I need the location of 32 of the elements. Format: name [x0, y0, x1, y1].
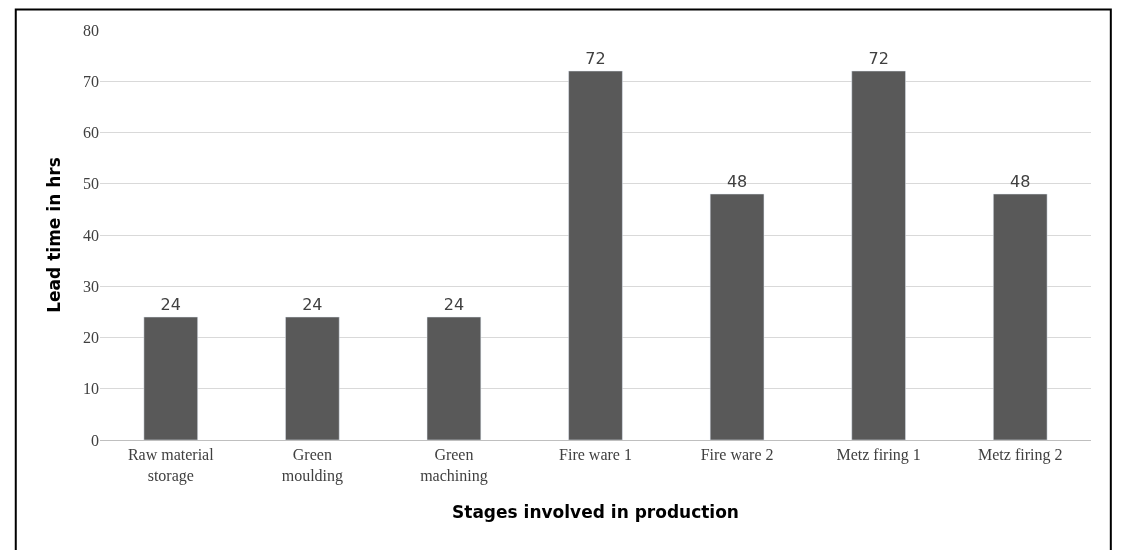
y-tick-label: 60	[83, 124, 99, 142]
y-tick-label: 30	[83, 277, 99, 295]
data-label: 72	[585, 49, 606, 68]
y-tick-label: 10	[83, 380, 99, 398]
data-label: 24	[302, 295, 323, 314]
x-tick-label: Raw material storage	[127, 446, 215, 485]
bar	[426, 316, 482, 440]
x-tick-label: Fire ware 1	[559, 446, 632, 464]
bar	[993, 193, 1048, 440]
bar	[709, 193, 765, 440]
y-tick-label: 0	[91, 431, 99, 449]
y-axis-title: Lead time in hrs	[43, 157, 64, 313]
bar	[143, 316, 198, 440]
data-label: 48	[726, 172, 748, 191]
bar	[285, 316, 340, 440]
x-tick-label: Green moulding	[281, 446, 344, 485]
x-tick-label: Metz firing 2	[978, 446, 1063, 465]
x-tick-label: Fire ware 2	[700, 446, 774, 464]
y-tick-label: 40	[83, 226, 99, 244]
y-tick-label: 50	[83, 175, 99, 193]
data-label: 24	[443, 295, 465, 314]
x-axis-title: Stages involved in production	[452, 502, 739, 523]
data-label: 72	[868, 49, 889, 68]
data-label: 24	[160, 295, 181, 314]
data-label: 48	[1010, 172, 1031, 191]
y-tick-label: 80	[83, 21, 99, 39]
y-tick-label: 20	[83, 329, 99, 347]
x-tick-label: Metz firing 1	[836, 446, 921, 465]
bar	[568, 70, 623, 440]
bar	[851, 70, 906, 440]
x-tick-label: Green machining	[420, 446, 488, 485]
y-tick-label: 70	[83, 72, 99, 90]
